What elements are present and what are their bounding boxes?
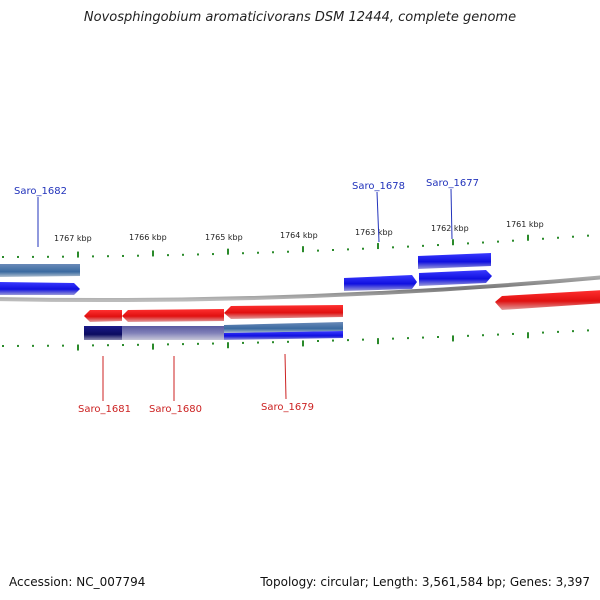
- accession-text: Accession: NC_007794: [9, 575, 146, 589]
- gene-label-saro-1678[interactable]: Saro_1678: [352, 181, 405, 192]
- leader-saro-1677: [450, 188, 453, 240]
- genome-backbone: [0, 275, 600, 303]
- kbp-label-1762: 1762 kbp: [431, 224, 469, 233]
- gene-saro-1679-arrow[interactable]: [224, 305, 343, 319]
- gene-label-saro-1677[interactable]: Saro_1677: [426, 178, 479, 189]
- kbp-label-1764: 1764 kbp: [280, 231, 318, 240]
- kbp-label-1765: 1765 kbp: [205, 233, 243, 242]
- gene-saro-1680-arrow[interactable]: [122, 309, 224, 322]
- gene-purple-bar[interactable]: [122, 326, 224, 340]
- gene-navy-bar[interactable]: [84, 326, 122, 340]
- gene-label-saro-1681[interactable]: Saro_1681: [78, 404, 131, 415]
- upper-scale: [2, 234, 589, 258]
- gene-blue-bar-lower[interactable]: [224, 331, 343, 340]
- gene-saro-1678-arrow[interactable]: [344, 275, 417, 291]
- kbp-label-1763: 1763 kbp: [355, 228, 393, 237]
- gene-steel-bar-lower[interactable]: [224, 322, 343, 333]
- genome-title: Novosphingobium aromaticivorans DSM 1244…: [83, 10, 517, 25]
- gene-arrow-steel-top[interactable]: [0, 264, 80, 277]
- topology-summary: Topology: circular; Length: 3,561,584 bp…: [260, 575, 590, 589]
- gene-label-saro-1682[interactable]: Saro_1682: [14, 186, 67, 197]
- gene-arrow-blue-left[interactable]: [0, 282, 80, 295]
- kbp-label-1766: 1766 kbp: [129, 233, 167, 242]
- lower-scale: [2, 329, 589, 351]
- kbp-label-1761: 1761 kbp: [506, 220, 544, 229]
- gene-label-saro-1680[interactable]: Saro_1680: [149, 404, 202, 415]
- gene-right-red-arrow[interactable]: [495, 290, 600, 310]
- gene-saro-1681-arrow[interactable]: [84, 310, 122, 322]
- gene-saro-1677-arrow-upper[interactable]: [418, 253, 491, 269]
- gene-label-saro-1679[interactable]: Saro_1679: [261, 402, 314, 413]
- kbp-label-1767: 1767 kbp: [54, 234, 92, 243]
- leader-saro-1679: [284, 353, 287, 400]
- leader-saro-1678: [376, 191, 380, 243]
- gene-saro-1677-arrow-lower[interactable]: [419, 270, 492, 286]
